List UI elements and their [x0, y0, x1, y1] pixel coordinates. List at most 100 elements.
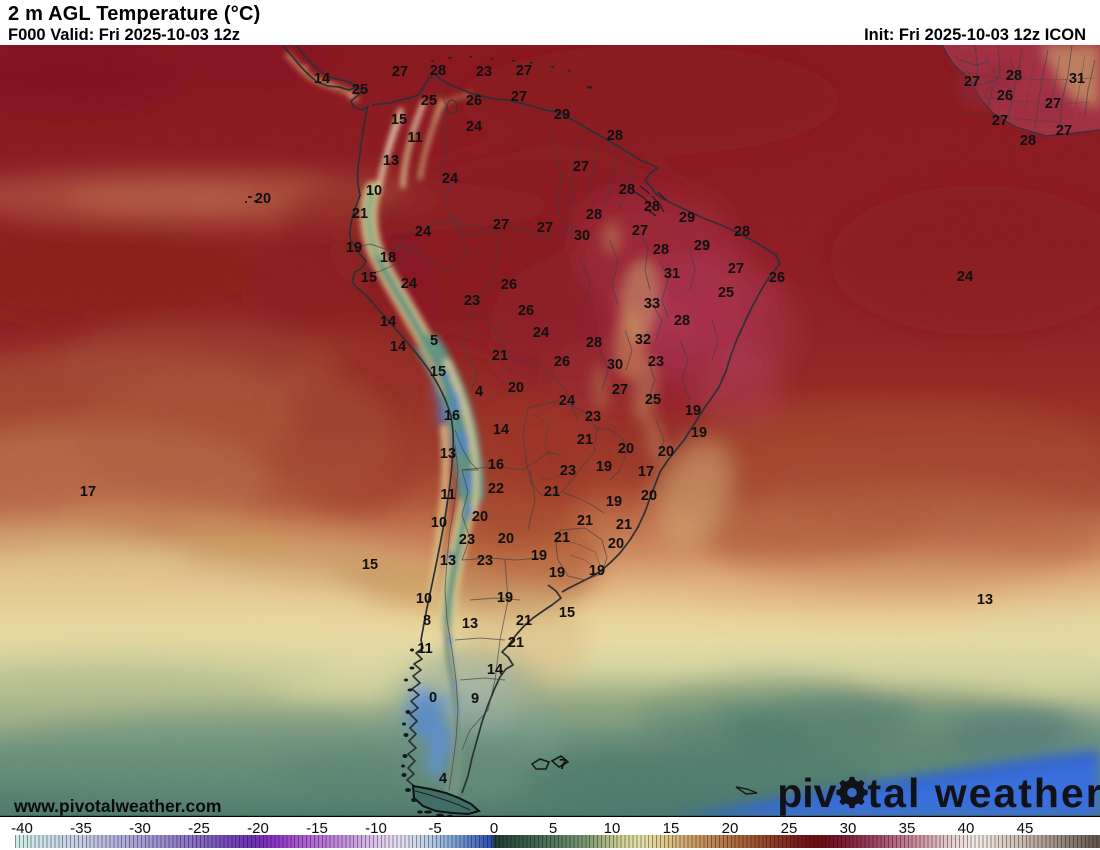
svg-text:27: 27 — [964, 74, 980, 90]
svg-text:28: 28 — [734, 224, 750, 240]
svg-text:29: 29 — [679, 210, 695, 226]
svg-text:28: 28 — [644, 199, 660, 215]
svg-text:20: 20 — [498, 531, 514, 547]
svg-text:11: 11 — [440, 487, 455, 503]
svg-text:28: 28 — [1020, 133, 1036, 149]
svg-text:27: 27 — [1056, 123, 1072, 139]
svg-text:9: 9 — [471, 691, 479, 707]
svg-text:13: 13 — [440, 446, 456, 462]
svg-text:27: 27 — [612, 382, 628, 398]
svg-text:5: 5 — [430, 333, 438, 349]
svg-text:33: 33 — [644, 296, 660, 312]
svg-text:29: 29 — [694, 238, 710, 254]
svg-text:www.pivotalweather.com: www.pivotalweather.com — [13, 796, 221, 816]
svg-text:21: 21 — [508, 635, 524, 651]
svg-text:28: 28 — [674, 313, 690, 329]
svg-text:21: 21 — [577, 513, 593, 529]
svg-text:19: 19 — [589, 563, 605, 579]
svg-text:28: 28 — [1006, 68, 1022, 84]
svg-text:25: 25 — [645, 392, 661, 408]
svg-text:17: 17 — [638, 464, 654, 480]
svg-text:24: 24 — [401, 276, 417, 292]
svg-text:16: 16 — [444, 408, 460, 424]
svg-text:19: 19 — [549, 565, 565, 581]
svg-text:28: 28 — [430, 63, 446, 79]
svg-text:25: 25 — [718, 285, 734, 301]
svg-text:20: 20 — [618, 441, 634, 457]
svg-text:28: 28 — [653, 242, 669, 258]
svg-text:26: 26 — [554, 354, 570, 370]
svg-text:21: 21 — [492, 348, 508, 364]
svg-text:13: 13 — [440, 553, 456, 569]
svg-text:30: 30 — [607, 357, 623, 373]
svg-text:26: 26 — [466, 93, 482, 109]
svg-text:31: 31 — [664, 266, 680, 282]
svg-text:24: 24 — [415, 224, 431, 240]
svg-text:27: 27 — [392, 64, 408, 80]
svg-text:19: 19 — [685, 403, 701, 419]
svg-text:20: 20 — [641, 488, 657, 504]
svg-text:21: 21 — [352, 206, 368, 222]
svg-text:30: 30 — [574, 228, 590, 244]
svg-text:27: 27 — [1045, 96, 1061, 112]
svg-text:14: 14 — [390, 339, 406, 355]
svg-text:31: 31 — [1069, 71, 1085, 87]
svg-text:19: 19 — [531, 548, 547, 564]
svg-text:14: 14 — [314, 71, 330, 87]
svg-text:13: 13 — [462, 616, 478, 632]
svg-text:10: 10 — [431, 515, 447, 531]
svg-text:27: 27 — [537, 220, 553, 236]
svg-text:28: 28 — [586, 335, 602, 351]
svg-text:16: 16 — [488, 457, 504, 473]
svg-text:29: 29 — [554, 107, 570, 123]
svg-text:27: 27 — [573, 159, 589, 175]
svg-text:26: 26 — [518, 303, 534, 319]
svg-text:15: 15 — [430, 364, 446, 380]
svg-text:11: 11 — [417, 641, 432, 657]
svg-text:19: 19 — [691, 425, 707, 441]
svg-text:27: 27 — [992, 113, 1008, 129]
svg-text:4: 4 — [439, 771, 447, 787]
svg-text:26: 26 — [769, 270, 785, 286]
svg-text:13: 13 — [977, 592, 993, 608]
svg-text:24: 24 — [533, 325, 549, 341]
svg-text:15: 15 — [362, 557, 378, 573]
svg-text:23: 23 — [585, 409, 601, 425]
svg-text:26: 26 — [501, 277, 517, 293]
svg-text:20: 20 — [472, 509, 488, 525]
svg-text:27: 27 — [493, 217, 509, 233]
svg-text:20: 20 — [255, 191, 271, 207]
svg-text:21: 21 — [544, 484, 560, 500]
svg-text:19: 19 — [497, 590, 513, 606]
svg-text:28: 28 — [607, 128, 623, 144]
svg-text:27: 27 — [632, 223, 648, 239]
svg-text:4: 4 — [475, 384, 483, 400]
svg-text:20: 20 — [508, 380, 524, 396]
svg-text:14: 14 — [380, 314, 396, 330]
svg-text:27: 27 — [516, 63, 532, 79]
svg-text:11: 11 — [407, 130, 422, 146]
svg-text:21: 21 — [516, 613, 532, 629]
svg-text:15: 15 — [559, 605, 575, 621]
svg-text:28: 28 — [586, 207, 602, 223]
svg-text:24: 24 — [957, 269, 973, 285]
svg-text:28: 28 — [619, 182, 635, 198]
svg-text:27: 27 — [728, 261, 744, 277]
svg-text:14: 14 — [487, 662, 503, 678]
svg-text:piv: piv — [777, 770, 836, 816]
svg-text:21: 21 — [616, 517, 632, 533]
svg-text:21: 21 — [577, 432, 593, 448]
svg-text:7: 7 — [559, 757, 567, 773]
svg-text:23: 23 — [476, 64, 492, 80]
svg-text:23: 23 — [560, 463, 576, 479]
svg-text:25: 25 — [421, 93, 437, 109]
svg-text:23: 23 — [464, 293, 480, 309]
svg-text:19: 19 — [606, 494, 622, 510]
svg-text:24: 24 — [559, 393, 575, 409]
svg-text:19: 19 — [346, 240, 362, 256]
svg-text:19: 19 — [596, 459, 612, 475]
svg-text:20: 20 — [608, 536, 624, 552]
svg-text:14: 14 — [493, 422, 509, 438]
svg-text:23: 23 — [477, 553, 493, 569]
svg-text:26: 26 — [997, 88, 1013, 104]
